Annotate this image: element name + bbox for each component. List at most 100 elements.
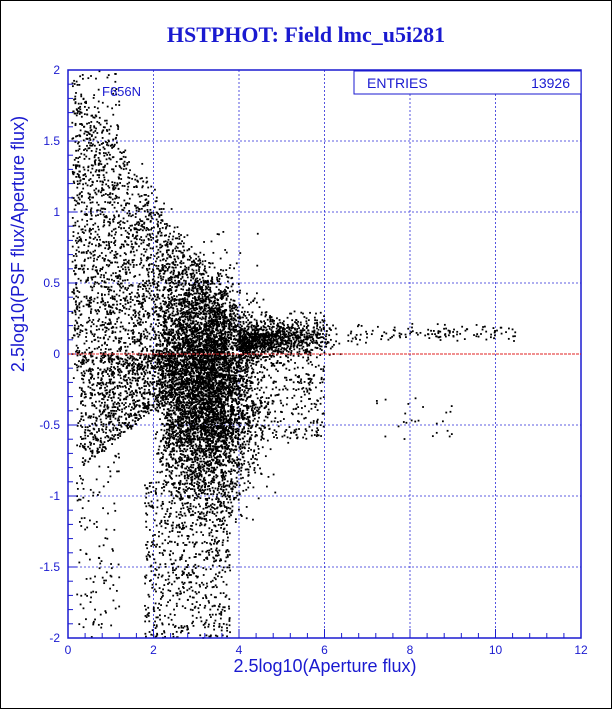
data-point: [243, 391, 245, 393]
data-point: [264, 415, 267, 418]
data-point: [220, 390, 223, 393]
data-point: [172, 432, 174, 435]
data-point: [228, 430, 231, 433]
data-point: [241, 442, 244, 445]
data-point: [200, 381, 202, 384]
data-point: [239, 458, 242, 461]
data-point: [220, 422, 223, 425]
data-point: [214, 440, 217, 443]
data-point: [188, 302, 191, 305]
data-point: [206, 467, 209, 470]
data-point: [268, 413, 270, 416]
data-point: [207, 336, 210, 338]
data-point: [233, 371, 235, 374]
data-point: [170, 406, 172, 409]
data-point: [165, 475, 167, 477]
data-point: [235, 319, 238, 322]
data-point: [239, 323, 242, 326]
data-point: [207, 485, 209, 488]
data-point: [237, 406, 240, 408]
data-point: [205, 323, 208, 325]
data-point: [218, 288, 220, 291]
data-point: [157, 355, 160, 358]
data-point: [211, 403, 214, 405]
data-point: [211, 361, 214, 364]
data-point: [168, 376, 171, 379]
data-point: [192, 316, 195, 319]
data-point: [188, 392, 191, 395]
data-point: [178, 372, 181, 375]
data-point: [175, 424, 177, 427]
data-point: [221, 476, 223, 479]
data-point: [181, 332, 184, 335]
data-point: [207, 424, 210, 427]
data-point: [256, 387, 259, 390]
data-point: [202, 381, 204, 384]
data-point: [247, 366, 250, 369]
data-point: [228, 359, 230, 362]
data-point: [168, 433, 171, 435]
data-point: [256, 464, 259, 466]
data-point: [171, 428, 173, 431]
data-point: [190, 481, 193, 484]
data-point: [238, 380, 241, 383]
data-point: [188, 373, 190, 376]
data-point: [253, 297, 256, 300]
data-point: [246, 292, 248, 295]
data-point: [221, 429, 224, 432]
data-point: [188, 361, 191, 364]
data-point: [249, 431, 252, 433]
data-point: [181, 371, 184, 374]
data-point: [237, 462, 240, 465]
data-point: [241, 389, 244, 391]
data-point: [229, 312, 232, 315]
data-point: [180, 351, 183, 354]
data-point: [191, 337, 194, 340]
data-point: [223, 451, 226, 454]
data-point: [246, 409, 249, 411]
data-point: [224, 436, 227, 438]
data-point: [244, 430, 246, 433]
data-point: [252, 362, 255, 365]
data-point: [180, 392, 183, 395]
data-point: [172, 412, 175, 414]
data-point: [250, 375, 253, 378]
data-point: [197, 437, 199, 440]
data-point: [191, 427, 194, 430]
data-point: [264, 311, 267, 314]
data-point: [169, 379, 172, 382]
data-point: [192, 421, 195, 424]
data-point: [186, 495, 189, 497]
data-point: [194, 302, 197, 304]
data-point: [182, 407, 185, 409]
data-point: [198, 339, 201, 342]
data-point: [198, 484, 201, 487]
data-point: [207, 463, 210, 466]
data-point: [212, 439, 214, 442]
data-point: [205, 447, 207, 450]
data-point: [230, 470, 233, 473]
data-point: [247, 461, 250, 464]
data-point: [173, 385, 176, 387]
data-point: [213, 429, 216, 432]
data-point: [176, 366, 178, 368]
data-point: [210, 395, 213, 398]
data-point: [195, 397, 198, 400]
data-point: [220, 505, 223, 507]
data-point: [210, 416, 213, 418]
data-point: [208, 433, 211, 436]
data-point: [200, 436, 203, 439]
data-point: [203, 381, 206, 384]
data-point: [171, 431, 174, 434]
data-point: [235, 491, 238, 494]
data-point: [219, 402, 222, 405]
data-point: [183, 438, 185, 441]
data-point: [194, 443, 197, 446]
data-point: [235, 374, 238, 377]
data-point: [219, 406, 222, 409]
data-point: [232, 355, 235, 357]
data-point: [208, 335, 211, 337]
data-point: [230, 277, 233, 280]
data-point: [218, 382, 220, 384]
data-point: [238, 446, 241, 449]
